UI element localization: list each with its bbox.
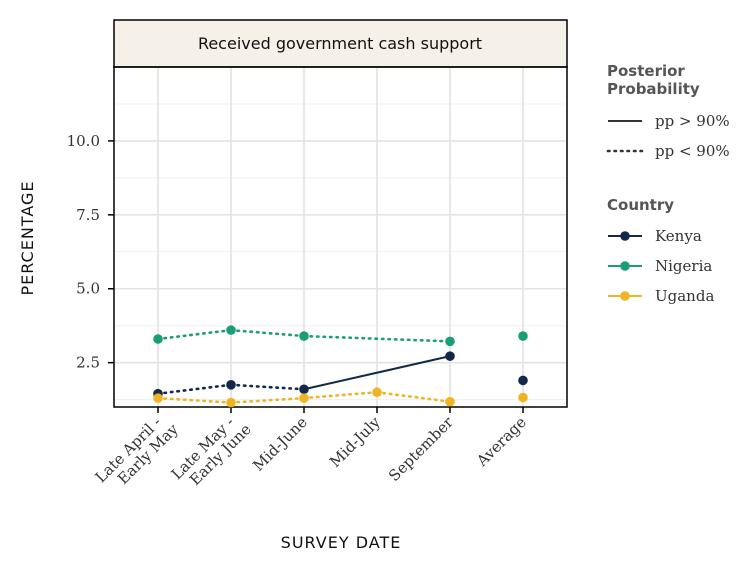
kenya-line-segment (229, 383, 306, 391)
legend-linetype-label: pp < 90% (655, 142, 730, 160)
plot-border (113, 66, 568, 408)
x-tick-label: September (385, 413, 457, 485)
legend-country-marker (620, 231, 630, 241)
uganda-line-segment (229, 396, 306, 404)
legend-country-marker (620, 291, 630, 301)
y-tick-label: 10.0 (67, 132, 100, 150)
x-tick-label: Mid-June (249, 413, 311, 475)
nigeria-point (226, 325, 236, 335)
y-tick-label: 2.5 (76, 354, 100, 372)
uganda-point (299, 393, 309, 403)
uganda-point (153, 393, 163, 403)
legend-country-marker (620, 261, 630, 271)
x-tick-label: Average (472, 413, 529, 470)
x-axis-title: SURVEY DATE (281, 533, 402, 552)
series-lines (156, 328, 452, 404)
legend-country-label: Uganda (655, 287, 714, 305)
y-tick-label: 5.0 (76, 280, 100, 298)
uganda-point (518, 392, 528, 403)
kenya-point (226, 380, 236, 390)
nigeria-line-segment (229, 328, 306, 338)
series-points (153, 325, 528, 408)
y-tick-label: 7.5 (76, 206, 100, 224)
kenya-line-segment (303, 355, 451, 391)
kenya-line-segment (156, 383, 233, 395)
legend-country-title: Country (607, 196, 674, 214)
uganda-point (226, 397, 236, 408)
nigeria-point (299, 331, 309, 341)
uganda-point (372, 387, 382, 398)
uganda-line-segment (156, 396, 233, 404)
uganda-point (445, 396, 455, 407)
legend-linetype-title: Posterior Probability (607, 62, 700, 98)
x-tick-label: Mid-July (326, 413, 384, 471)
nigeria-point (445, 336, 455, 347)
nigeria-line-segment (156, 328, 233, 341)
x-tick-label: Late April -Early May (92, 408, 183, 499)
kenya-point (299, 384, 309, 395)
legend: Posterior Probability pp > 90% pp < 90% Coun… (606, 62, 730, 305)
kenya-point (445, 351, 455, 361)
grid (114, 67, 567, 407)
kenya-point (518, 375, 528, 386)
uganda-line-segment (302, 390, 379, 400)
legend-linetype-label: pp > 90% (655, 112, 730, 130)
nigeria-line-segment (302, 334, 452, 343)
y-axis-title: PERCENTAGE (18, 180, 37, 295)
panel-title: Received government cash support (198, 34, 482, 53)
legend-country-label: Nigeria (655, 257, 712, 275)
x-tick-label: Late May -Early June (168, 408, 255, 495)
legend-country-label: Kenya (655, 227, 702, 245)
panel-title-strip (113, 19, 568, 68)
nigeria-point (518, 331, 528, 341)
nigeria-point (153, 334, 163, 344)
uganda-line-segment (375, 390, 452, 403)
